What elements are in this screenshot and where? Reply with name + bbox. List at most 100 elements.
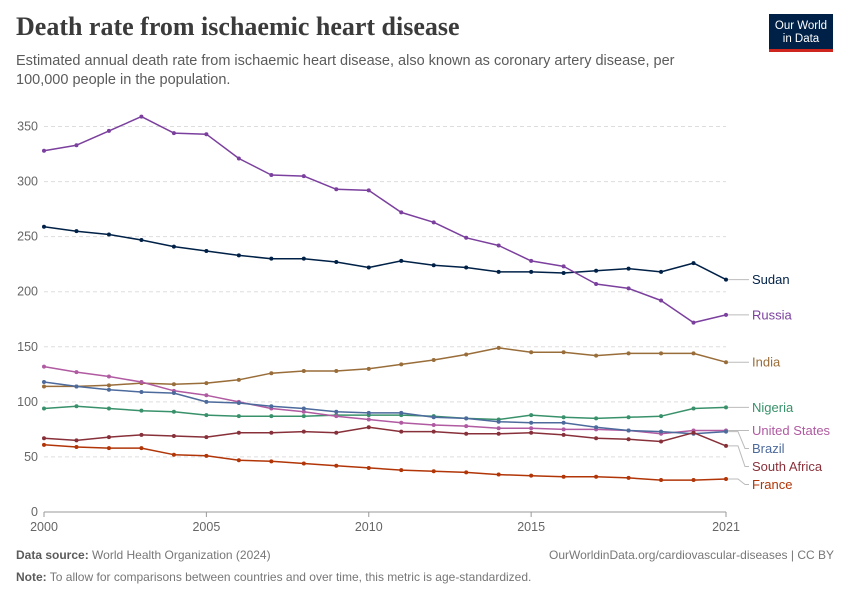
data-point: [366, 465, 371, 470]
data-point: [594, 416, 599, 421]
data-point: [269, 459, 274, 464]
data-point: [106, 406, 111, 411]
data-point: [171, 131, 176, 136]
data-point: [42, 442, 46, 447]
y-tick-label: 250: [17, 230, 38, 244]
data-point: [464, 424, 469, 429]
data-point: [74, 229, 79, 234]
data-point: [659, 298, 664, 303]
data-point: [74, 445, 79, 450]
data-point: [399, 210, 404, 215]
data-point: [171, 409, 176, 414]
data-point: [366, 410, 371, 415]
data-point: [594, 474, 599, 479]
data-point: [269, 430, 274, 435]
data-point: [724, 443, 728, 448]
data-point: [431, 429, 436, 434]
data-point: [74, 370, 79, 375]
data-point: [301, 256, 306, 261]
logo-line-2: in Data: [782, 32, 820, 45]
data-point: [724, 277, 728, 282]
data-point: [106, 383, 111, 388]
legend-label: Sudan: [752, 272, 790, 287]
y-tick-label: 0: [31, 505, 38, 519]
data-point: [496, 426, 501, 431]
data-point: [561, 271, 566, 276]
data-point: [301, 369, 306, 374]
data-point: [529, 350, 534, 355]
legend-label: France: [752, 477, 792, 492]
source-url[interactable]: OurWorldinData.org/cardiovascular-diseas…: [548, 548, 834, 562]
data-point: [529, 413, 534, 418]
data-point: [659, 429, 664, 434]
legend-label: India: [752, 355, 781, 370]
y-tick-label: 350: [17, 120, 38, 134]
x-tick-label: 2005: [192, 520, 220, 534]
data-point: [74, 143, 79, 148]
owid-logo[interactable]: Our World in Data: [769, 14, 833, 52]
data-point: [366, 265, 371, 270]
data-point: [659, 269, 664, 274]
data-point: [204, 381, 209, 386]
series-line: [44, 347, 727, 388]
legend-label: Nigeria: [752, 400, 794, 415]
data-point: [171, 452, 176, 457]
data-source: Data source: World Health Organization (…: [16, 548, 271, 562]
data-point: [399, 420, 404, 425]
data-point: [334, 463, 339, 468]
legend-label: United States: [752, 423, 831, 438]
data-point: [236, 414, 241, 419]
legend-label: Brazil: [752, 441, 785, 456]
data-point: [106, 387, 111, 392]
data-point: [301, 409, 306, 414]
data-point: [529, 473, 534, 478]
data-point: [74, 384, 79, 389]
data-point: [42, 380, 46, 385]
data-point: [366, 417, 371, 422]
data-point: [204, 413, 209, 418]
legend-label: South Africa: [752, 459, 823, 474]
data-point: [399, 362, 404, 367]
legend-connector: [728, 431, 749, 449]
series-line: [43, 426, 727, 447]
data-point: [139, 380, 144, 385]
data-point: [334, 259, 339, 264]
data-point: [301, 406, 306, 411]
data-point: [334, 414, 339, 419]
data-source-text[interactable]: World Health Organization (2024): [92, 548, 271, 562]
data-point: [691, 351, 696, 356]
data-point: [594, 425, 599, 430]
data-point: [204, 453, 209, 458]
data-point: [139, 432, 144, 437]
data-point: [106, 232, 111, 237]
note-label: Note:: [16, 570, 47, 584]
data-point: [171, 382, 176, 387]
data-point: [496, 243, 501, 248]
data-point: [561, 264, 566, 269]
data-point: [399, 258, 404, 263]
data-point: [724, 405, 728, 410]
data-point: [431, 469, 436, 474]
data-point: [334, 369, 339, 374]
series-line: [43, 381, 727, 435]
data-point: [691, 406, 696, 411]
data-point: [561, 415, 566, 420]
data-point: [74, 404, 79, 409]
data-point: [106, 435, 111, 440]
data-point: [529, 426, 534, 431]
y-tick-label: 50: [24, 450, 38, 464]
series-line: [43, 115, 727, 324]
data-point: [626, 266, 631, 271]
data-point: [529, 258, 534, 263]
data-point: [496, 345, 501, 350]
data-point: [431, 220, 436, 225]
data-point: [431, 415, 436, 420]
data-point: [431, 263, 436, 268]
data-point: [464, 265, 469, 270]
data-point: [171, 391, 176, 396]
data-point: [464, 431, 469, 436]
data-point: [496, 269, 501, 274]
data-point: [204, 248, 209, 253]
data-point: [366, 425, 371, 430]
